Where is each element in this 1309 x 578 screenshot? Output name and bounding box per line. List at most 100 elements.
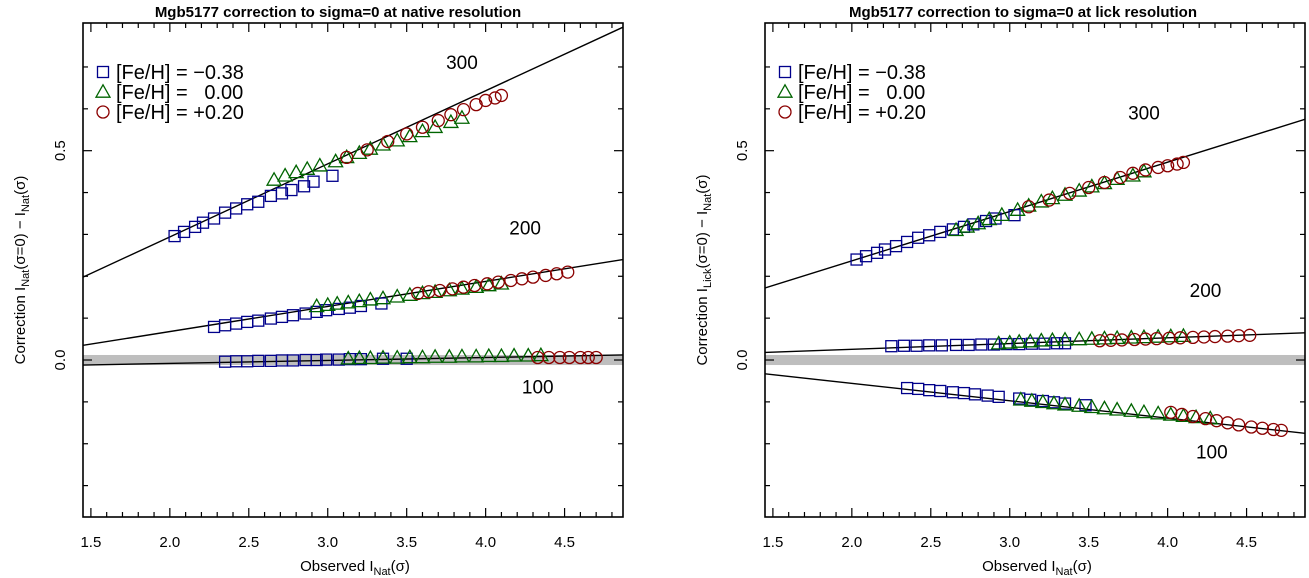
data-point bbox=[310, 353, 323, 367]
data-point bbox=[389, 132, 406, 147]
data-point bbox=[1175, 327, 1192, 342]
y-tick-label: 0.5 bbox=[734, 140, 751, 161]
data-point bbox=[870, 246, 884, 259]
chart-panel-1: Mgb5177 correction to sigma=0 at native … bbox=[12, 4, 624, 578]
data-point bbox=[1220, 329, 1235, 343]
data-point bbox=[488, 91, 502, 105]
data-point bbox=[1135, 403, 1153, 419]
x-tick-label: 2.5 bbox=[920, 534, 941, 551]
data-point bbox=[467, 278, 482, 293]
data-point bbox=[885, 340, 898, 353]
data-point bbox=[360, 143, 374, 157]
data-point bbox=[275, 187, 289, 200]
data-point bbox=[1274, 423, 1288, 437]
data-point bbox=[453, 109, 471, 124]
data-point bbox=[1135, 163, 1153, 178]
x-tick-label: 3.5 bbox=[396, 534, 417, 551]
data-point bbox=[910, 339, 923, 352]
data-point bbox=[276, 167, 294, 182]
data-point bbox=[1096, 400, 1113, 415]
data-point bbox=[288, 163, 305, 179]
data-point bbox=[505, 347, 523, 362]
data-point bbox=[990, 335, 1007, 350]
data-point bbox=[531, 350, 545, 365]
plot-frame bbox=[764, 22, 1306, 518]
data-point bbox=[970, 215, 987, 230]
data-point bbox=[912, 382, 925, 396]
data-point bbox=[1082, 180, 1096, 195]
y-tick-label: 0.5 bbox=[52, 140, 69, 161]
data-point bbox=[218, 319, 232, 332]
x-tick-label: 3.5 bbox=[1078, 534, 1099, 551]
data-point bbox=[1266, 422, 1281, 437]
data-point bbox=[1022, 333, 1039, 348]
series-circle bbox=[1022, 155, 1288, 437]
data-point bbox=[319, 296, 336, 312]
data-point bbox=[934, 384, 947, 398]
data-point bbox=[1083, 330, 1100, 345]
data-point bbox=[958, 218, 976, 233]
data-point bbox=[561, 265, 575, 279]
y-tick-label: 0.0 bbox=[52, 350, 69, 371]
data-point bbox=[553, 350, 567, 365]
data-point bbox=[401, 286, 418, 301]
data-point bbox=[550, 267, 564, 281]
data-point bbox=[1001, 334, 1018, 349]
data-point bbox=[286, 354, 300, 367]
data-point bbox=[538, 268, 553, 283]
x-tick-label: 3.0 bbox=[999, 534, 1020, 551]
x-tick-label: 3.0 bbox=[317, 534, 338, 551]
data-point bbox=[453, 348, 471, 363]
data-point bbox=[1108, 401, 1126, 416]
data-point bbox=[1083, 398, 1100, 414]
data-point bbox=[340, 150, 354, 165]
data-point bbox=[581, 350, 595, 365]
data-point bbox=[1045, 395, 1063, 410]
fit-line-100 bbox=[765, 373, 1305, 434]
data-point bbox=[414, 122, 431, 138]
ticks bbox=[83, 23, 623, 517]
data-point bbox=[1123, 402, 1140, 417]
data-point bbox=[468, 348, 485, 363]
legend-label: [Fe/H] = 0.00 bbox=[798, 82, 925, 104]
legend-label: [Fe/H] = −0.38 bbox=[798, 62, 926, 84]
data-point bbox=[1044, 331, 1061, 347]
legend: [Fe/H] = −0.38[Fe/H] = 0.00[Fe/H] = +0.2… bbox=[776, 62, 926, 124]
data-point bbox=[1202, 410, 1219, 425]
data-point bbox=[1056, 396, 1074, 411]
data-point bbox=[1232, 329, 1246, 343]
data-point bbox=[1097, 175, 1112, 190]
fit-label-100: 100 bbox=[1196, 442, 1228, 463]
data-point bbox=[992, 390, 1005, 403]
data-point bbox=[307, 175, 320, 188]
legend-marker-circle bbox=[778, 105, 792, 119]
data-point bbox=[329, 295, 346, 310]
data-point bbox=[1033, 332, 1050, 347]
data-point bbox=[1162, 328, 1179, 343]
data-point bbox=[1042, 193, 1056, 207]
data-point bbox=[1050, 337, 1064, 350]
data-point bbox=[252, 354, 265, 367]
data-point bbox=[1000, 337, 1013, 351]
data-point bbox=[362, 349, 379, 365]
data-point bbox=[1138, 163, 1153, 177]
data-point bbox=[1108, 170, 1126, 186]
data-point bbox=[188, 220, 202, 234]
data-point bbox=[433, 283, 447, 298]
legend-marker-triangle bbox=[94, 83, 112, 98]
data-point bbox=[923, 339, 936, 352]
data-point bbox=[1104, 333, 1118, 347]
plot-frame bbox=[82, 22, 624, 518]
data-point bbox=[422, 285, 436, 299]
data-point bbox=[975, 338, 988, 351]
data-point bbox=[362, 291, 379, 306]
ticks bbox=[765, 23, 1305, 517]
data-point bbox=[934, 225, 947, 239]
data-point bbox=[900, 381, 914, 395]
series-circle bbox=[340, 88, 603, 365]
data-point bbox=[515, 272, 529, 286]
data-point bbox=[542, 350, 556, 365]
data-point bbox=[286, 309, 300, 322]
data-point bbox=[1186, 409, 1200, 424]
